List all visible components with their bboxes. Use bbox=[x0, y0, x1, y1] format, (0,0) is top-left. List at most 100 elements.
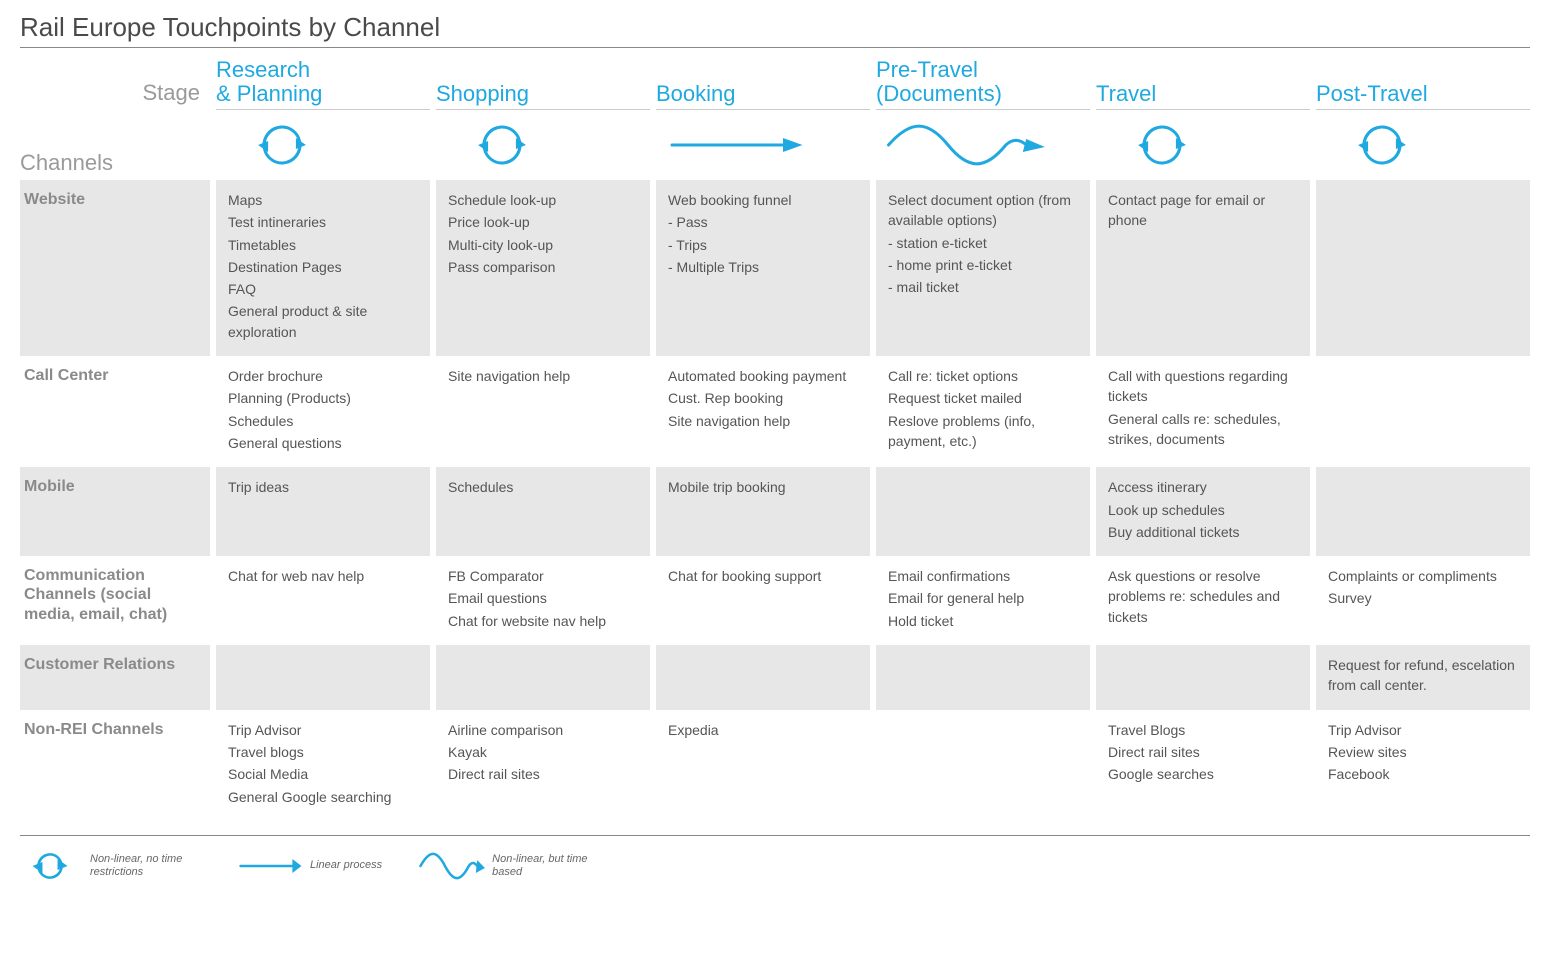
channels-axis-label: Channels bbox=[20, 150, 210, 180]
touchpoint-item: - Trips bbox=[668, 235, 858, 255]
touchpoint-item: Destination Pages bbox=[228, 257, 418, 277]
touchpoint-item: Pass comparison bbox=[448, 257, 638, 277]
touchpoint-item: - home print e-ticket bbox=[888, 255, 1078, 275]
touchpoint-cell: Web booking funnel- Pass- Trips- Multipl… bbox=[656, 180, 870, 356]
touchpoint-item: Request for refund, escelation from call… bbox=[1328, 655, 1518, 696]
touchpoint-item: Ask questions or resolve problems re: sc… bbox=[1108, 566, 1298, 627]
touchpoint-cell: MapsTest intineraries TimetablesDestinati… bbox=[216, 180, 430, 356]
touchpoint-item: Web booking funnel bbox=[668, 190, 858, 210]
touchpoint-item: Email for general help bbox=[888, 588, 1078, 608]
cycle-icon bbox=[1316, 110, 1530, 180]
touchpoint-item: Site navigation help bbox=[668, 411, 858, 431]
touchpoint-item: Planning (Products) bbox=[228, 388, 418, 408]
touchpoint-item: Trip Advisor bbox=[1328, 720, 1518, 740]
touchpoint-cell: Trip ideas bbox=[216, 467, 430, 556]
touchpoint-cell bbox=[1316, 180, 1530, 356]
touchpoint-cell: Airline comparisonKayakDirect rail sites bbox=[436, 710, 650, 821]
touchpoint-item: Price look-up bbox=[448, 212, 638, 232]
touchpoint-item: - mail ticket bbox=[888, 277, 1078, 297]
touchpoint-item: Test intineraries bbox=[228, 212, 418, 232]
legend-item: Non-linear, no time restrictions bbox=[20, 846, 200, 886]
touchpoint-item: Schedules bbox=[228, 411, 418, 431]
legend: Non-linear, no time restrictions Linear … bbox=[20, 835, 1530, 886]
touchpoint-item: Email confirmations bbox=[888, 566, 1078, 586]
legend-item: Non-linear, but time based bbox=[422, 846, 602, 886]
touchpoint-item: Chat for booking support bbox=[668, 566, 858, 586]
touchpoint-item: Cust. Rep booking bbox=[668, 388, 858, 408]
stage-heading: Shopping bbox=[436, 56, 650, 110]
stage-heading: Booking bbox=[656, 56, 870, 110]
touchpoint-item: Kayak bbox=[448, 742, 638, 762]
touchpoint-cell bbox=[216, 645, 430, 710]
touchpoint-item: General product & site exploration bbox=[228, 301, 418, 342]
touchpoint-item: Complaints or compliments bbox=[1328, 566, 1518, 586]
touchpoint-item: Social Media bbox=[228, 764, 418, 784]
touchpoint-item: Multi-city look-up bbox=[448, 235, 638, 255]
touchpoint-item: Hold ticket bbox=[888, 611, 1078, 631]
touchpoint-item: Call re: ticket options bbox=[888, 366, 1078, 386]
touchpoint-item: - Multiple Trips bbox=[668, 257, 858, 277]
touchpoint-item: Reslove problems (info, payment, etc.) bbox=[888, 411, 1078, 452]
touchpoint-cell: Trip AdvisorTravel blogsSocial MediaGene… bbox=[216, 710, 430, 821]
touchpoint-item: Automated booking payment bbox=[668, 366, 858, 386]
touchpoint-item: FB Comparator bbox=[448, 566, 638, 586]
touchpoint-cell: Expedia bbox=[656, 710, 870, 821]
touchpoint-cell bbox=[436, 645, 650, 710]
cycle-icon bbox=[1096, 110, 1310, 180]
channel-label: Customer Relations bbox=[20, 645, 210, 710]
channel-label: Non-REI Channels bbox=[20, 710, 210, 821]
stage-heading: Pre-Travel(Documents) bbox=[876, 56, 1090, 110]
touchpoint-item: Select document option (from available o… bbox=[888, 190, 1078, 231]
touchpoint-item: Email questions bbox=[448, 588, 638, 608]
touchpoint-cell: Chat for booking support bbox=[656, 556, 870, 645]
touchpoint-item: Look up schedules bbox=[1108, 500, 1298, 520]
cycle-icon bbox=[216, 110, 430, 180]
touchpoint-item: Direct rail sites bbox=[1108, 742, 1298, 762]
touchpoint-item: Chat for web nav help bbox=[228, 566, 418, 586]
touchpoint-cell: Access itineraryLook up schedulesBuy add… bbox=[1096, 467, 1310, 556]
touchpoint-item: Maps bbox=[228, 190, 418, 210]
page-title: Rail Europe Touchpoints by Channel bbox=[20, 12, 1530, 48]
touchpoint-cell: Complaints or complimentsSurvey bbox=[1316, 556, 1530, 645]
cycle-icon bbox=[20, 846, 80, 886]
touchpoint-item: Travel Blogs bbox=[1108, 720, 1298, 740]
touchpoint-cell: Schedule look-upPrice look-upMulti-city … bbox=[436, 180, 650, 356]
touchpoint-item: General questions bbox=[228, 433, 418, 453]
touchpoint-item: Timetables bbox=[228, 235, 418, 255]
stage-heading: Post-Travel bbox=[1316, 56, 1530, 110]
touchpoint-item: Facebook bbox=[1328, 764, 1518, 784]
arrow-icon bbox=[656, 110, 870, 180]
cycle-icon bbox=[436, 110, 650, 180]
touchpoint-item: Access itinerary bbox=[1108, 477, 1298, 497]
legend-text: Linear process bbox=[310, 859, 382, 872]
legend-item: Linear process bbox=[240, 846, 382, 886]
touchpoint-cell: Travel BlogsDirect rail sitesGoogle sear… bbox=[1096, 710, 1310, 821]
touchpoint-item: Survey bbox=[1328, 588, 1518, 608]
touchpoint-cell bbox=[656, 645, 870, 710]
touchpoint-cell: Call re: ticket optionsRequest ticket ma… bbox=[876, 356, 1090, 467]
touchpoint-cell: Schedules bbox=[436, 467, 650, 556]
touchpoint-grid: StageResearch& PlanningShoppingBookingPr… bbox=[20, 56, 1530, 821]
touchpoint-item: Site navigation help bbox=[448, 366, 638, 386]
touchpoint-item: Schedules bbox=[448, 477, 638, 497]
touchpoint-item: Direct rail sites bbox=[448, 764, 638, 784]
channel-label: Mobile bbox=[20, 467, 210, 556]
touchpoint-cell bbox=[876, 467, 1090, 556]
touchpoint-item: Contact page for email or phone bbox=[1108, 190, 1298, 231]
touchpoint-cell: Site navigation help bbox=[436, 356, 650, 467]
touchpoint-item: Expedia bbox=[668, 720, 858, 740]
touchpoint-cell: Contact page for email or phone bbox=[1096, 180, 1310, 356]
touchpoint-cell bbox=[876, 710, 1090, 821]
touchpoint-item: - station e-ticket bbox=[888, 233, 1078, 253]
channel-label: Communication Channels (social media, em… bbox=[20, 556, 210, 645]
touchpoint-cell: Call with questions regarding ticketsGen… bbox=[1096, 356, 1310, 467]
stage-heading: Travel bbox=[1096, 56, 1310, 110]
touchpoint-item: Chat for website nav help bbox=[448, 611, 638, 631]
touchpoint-cell: Chat for web nav help bbox=[216, 556, 430, 645]
touchpoint-cell: FB ComparatorEmail questions Chat for web… bbox=[436, 556, 650, 645]
touchpoint-item: Google searches bbox=[1108, 764, 1298, 784]
wave-icon bbox=[876, 110, 1090, 180]
touchpoint-cell: Order brochurePlanning (Products)Schedul… bbox=[216, 356, 430, 467]
touchpoint-item: FAQ bbox=[228, 279, 418, 299]
touchpoint-cell bbox=[1096, 645, 1310, 710]
